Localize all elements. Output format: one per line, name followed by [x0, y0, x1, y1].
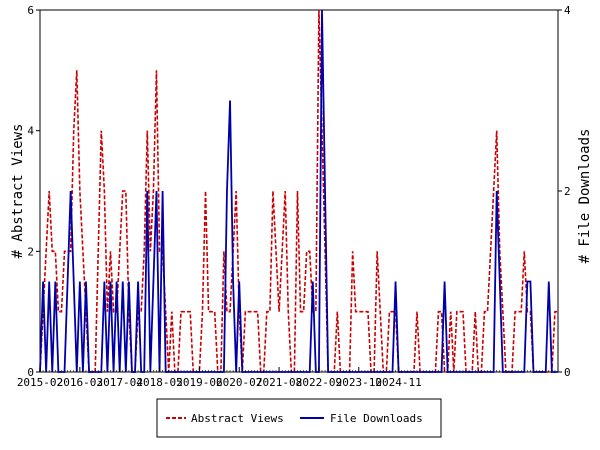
legend-box	[156, 398, 442, 438]
y-right-tick-label-2: 4	[564, 4, 571, 17]
plot-area	[39, 9, 559, 373]
x-tick-label-9: 2024-11	[375, 376, 421, 389]
series-line-file-downloads	[39, 9, 558, 373]
x-tick-label-5: 2020-07	[216, 376, 262, 389]
x-tick-label-8: 2023-10	[336, 376, 382, 389]
y-left-tick-label-3: 6	[27, 4, 34, 17]
x-tick-label-6: 2021-08	[256, 376, 302, 389]
x-tick-label-3: 2018-05	[136, 376, 182, 389]
legend-label-abstract-views: Abstract Views	[191, 412, 284, 425]
y-left-tick-label-1: 2	[27, 245, 34, 258]
tick-layer: 0 2 4 6 0 2 4 2015-022016-032017-042018-052019-…	[17, 4, 571, 389]
x-tick-label-7: 2022-09	[296, 376, 342, 389]
series-layer	[39, 9, 558, 373]
x-tick-label-0: 2015-02	[17, 376, 63, 389]
x-tick-label-1: 2016-03	[57, 376, 103, 389]
x-tick-label-2: 2017-04	[97, 376, 144, 389]
y-right-tick-label-0: 0	[564, 366, 571, 379]
x-tick-label-4: 2019-06	[176, 376, 222, 389]
y-left-tick-label-0: 0	[27, 366, 34, 379]
legend: Abstract Views File Downloads	[156, 398, 442, 438]
y-left-tick-label-2: 4	[27, 125, 34, 138]
y-axis-right-title: # File Downloads	[577, 129, 593, 264]
y-axis-left-title: # Abstract Views	[10, 124, 26, 259]
legend-label-file-downloads: File Downloads	[330, 412, 423, 425]
y-right-tick-label-1: 2	[564, 185, 571, 198]
